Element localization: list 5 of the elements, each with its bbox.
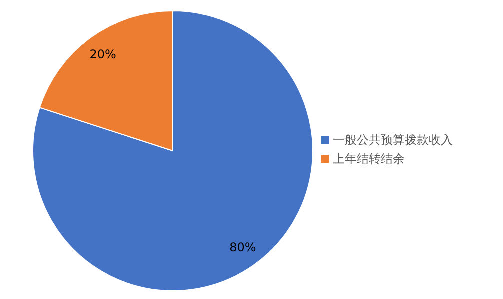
data-label: 20% [90, 48, 116, 62]
data-label: 80% [230, 240, 256, 254]
legend-label: 一般公共预算拨款收入 [333, 132, 453, 146]
legend-label: 上年结转结余 [333, 152, 405, 166]
pie-slice [32, 10, 314, 292]
